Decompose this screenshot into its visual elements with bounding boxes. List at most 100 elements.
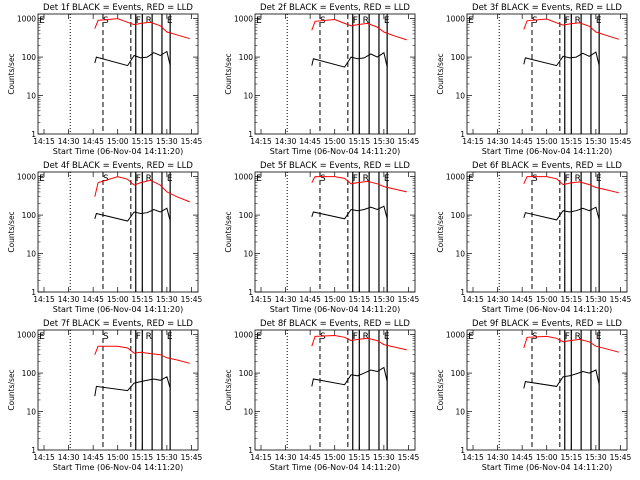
x-tick-label: 15:30 (156, 137, 178, 146)
series-line-events (94, 207, 171, 222)
x-tick-label: 14:45 (299, 295, 321, 304)
detector-panel: Det 6f BLACK = Events, RED = LLD 1 10 100 10… (436, 161, 631, 314)
x-tick-label: 15:45 (398, 137, 420, 146)
x-tick-label: 14:15 (250, 137, 272, 146)
series-line-events (94, 50, 171, 67)
phase-marker-label: E (468, 16, 474, 26)
phase-marker-label: E (167, 16, 173, 26)
x-axis-label: Start Time (06-Nov-04 14:11:20) (482, 147, 612, 156)
series-line-events (311, 205, 388, 220)
x-tick-label: 14:15 (250, 453, 272, 462)
panel-title: Det 5f BLACK = Events, RED = LLD (260, 161, 410, 171)
x-tick-label: 15:15 (560, 295, 582, 304)
phase-marker-label: F (136, 16, 141, 26)
y-tick-label: 10 (455, 92, 465, 101)
series-group (523, 335, 619, 389)
phase-marker-label: R (575, 332, 581, 342)
phase-marker-label: F (565, 332, 570, 342)
y-tick-label: 1000 (234, 331, 253, 340)
series-group (311, 334, 407, 387)
phase-marker-label: R (575, 174, 581, 184)
y-tick-label: 10 (26, 250, 36, 259)
panel-title: Det 7f BLACK = Events, RED = LLD (43, 319, 193, 329)
phase-marker-label: E (39, 16, 45, 26)
y-tick-label: 1 (31, 288, 36, 297)
series-line-events (311, 366, 388, 387)
phase-marker-label: S (532, 16, 538, 26)
phase-marker-label: S (103, 174, 109, 184)
x-tick-label: 14:30 (275, 453, 297, 462)
series-group (523, 18, 619, 67)
x-tick-label: 15:15 (560, 453, 582, 462)
x-tick-label: 15:30 (156, 453, 178, 462)
x-tick-label: 15:15 (131, 453, 153, 462)
phase-marker-label: E (256, 332, 262, 342)
x-tick-label: 14:15 (462, 137, 484, 146)
y-tick-label: 1 (460, 446, 465, 455)
x-tick-label: 14:45 (511, 137, 533, 146)
panel-title: Det 3f BLACK = Events, RED = LLD (472, 3, 622, 13)
panel-title: Det 6f BLACK = Events, RED = LLD (472, 161, 622, 171)
phase-marker-label: E (167, 332, 173, 342)
series-group (311, 176, 407, 220)
phase-marker-label: F (353, 16, 358, 26)
y-axis-label: Counts/sec (436, 369, 445, 410)
y-tick-label: 1 (248, 130, 253, 139)
x-tick-label: 15:00 (107, 453, 129, 462)
phase-marker-label: R (363, 174, 369, 184)
series-group (94, 345, 190, 397)
phase-marker-label: E (596, 332, 602, 342)
x-tick-label: 15:45 (610, 453, 632, 462)
y-tick-label: 1000 (17, 331, 36, 340)
series-line-events (523, 369, 600, 389)
x-tick-label: 15:30 (373, 137, 395, 146)
x-axis-label: Start Time (06-Nov-04 14:11:20) (270, 463, 400, 472)
phase-marker-label: F (353, 332, 358, 342)
detector-panel: Det 5f BLACK = Events, RED = LLD 1 10 100 10… (224, 161, 419, 314)
y-tick-label: 10 (26, 408, 36, 417)
y-tick-label: 1 (460, 130, 465, 139)
series-line-events (94, 376, 171, 397)
y-tick-label: 100 (22, 369, 37, 378)
panel-title: Det 2f BLACK = Events, RED = LLD (260, 3, 410, 13)
x-axis-label: Start Time (06-Nov-04 14:11:20) (482, 305, 612, 314)
x-tick-label: 14:30 (487, 295, 509, 304)
phase-marker-label: E (384, 332, 390, 342)
x-tick-label: 15:00 (107, 137, 129, 146)
phase-marker-label: E (39, 332, 45, 342)
phase-marker-label: E (468, 174, 474, 184)
panel-grid: Det 1f BLACK = Events, RED = LLD 1 10 100 10… (7, 3, 631, 472)
y-tick-label: 100 (451, 369, 466, 378)
y-tick-label: 1 (460, 288, 465, 297)
x-tick-label: 15:15 (131, 295, 153, 304)
phase-marker-label: S (320, 174, 326, 184)
phase-marker-label: E (596, 16, 602, 26)
x-tick-label: 15:15 (560, 137, 582, 146)
detector-panel: Det 7f BLACK = Events, RED = LLD 1 10 100 10… (7, 319, 202, 472)
y-axis-label: Counts/sec (224, 53, 233, 94)
y-tick-label: 10 (455, 250, 465, 259)
panel-title: Det 8f BLACK = Events, RED = LLD (260, 319, 410, 329)
y-tick-label: 1000 (17, 15, 36, 24)
series-line-events (311, 51, 388, 68)
x-axis-label: Start Time (06-Nov-04 14:11:20) (270, 305, 400, 314)
x-axis-label: Start Time (06-Nov-04 14:11:20) (53, 147, 183, 156)
phase-marker-label: E (596, 174, 602, 184)
x-tick-label: 15:45 (398, 295, 420, 304)
series-line-lld (94, 345, 190, 364)
y-tick-label: 1000 (446, 15, 465, 24)
series-line-events (523, 206, 600, 221)
x-tick-label: 14:30 (487, 453, 509, 462)
y-tick-label: 1000 (234, 173, 253, 182)
y-axis-label: Counts/sec (436, 53, 445, 94)
x-tick-label: 15:00 (324, 137, 346, 146)
phase-marker-label: E (256, 16, 262, 26)
x-tick-label: 15:00 (107, 295, 129, 304)
x-tick-label: 15:30 (585, 453, 607, 462)
phase-marker-label: R (146, 332, 152, 342)
phase-marker-label: R (363, 16, 369, 26)
x-tick-label: 14:30 (275, 137, 297, 146)
y-tick-label: 100 (239, 211, 254, 220)
y-tick-label: 100 (239, 369, 254, 378)
x-tick-label: 14:30 (275, 295, 297, 304)
